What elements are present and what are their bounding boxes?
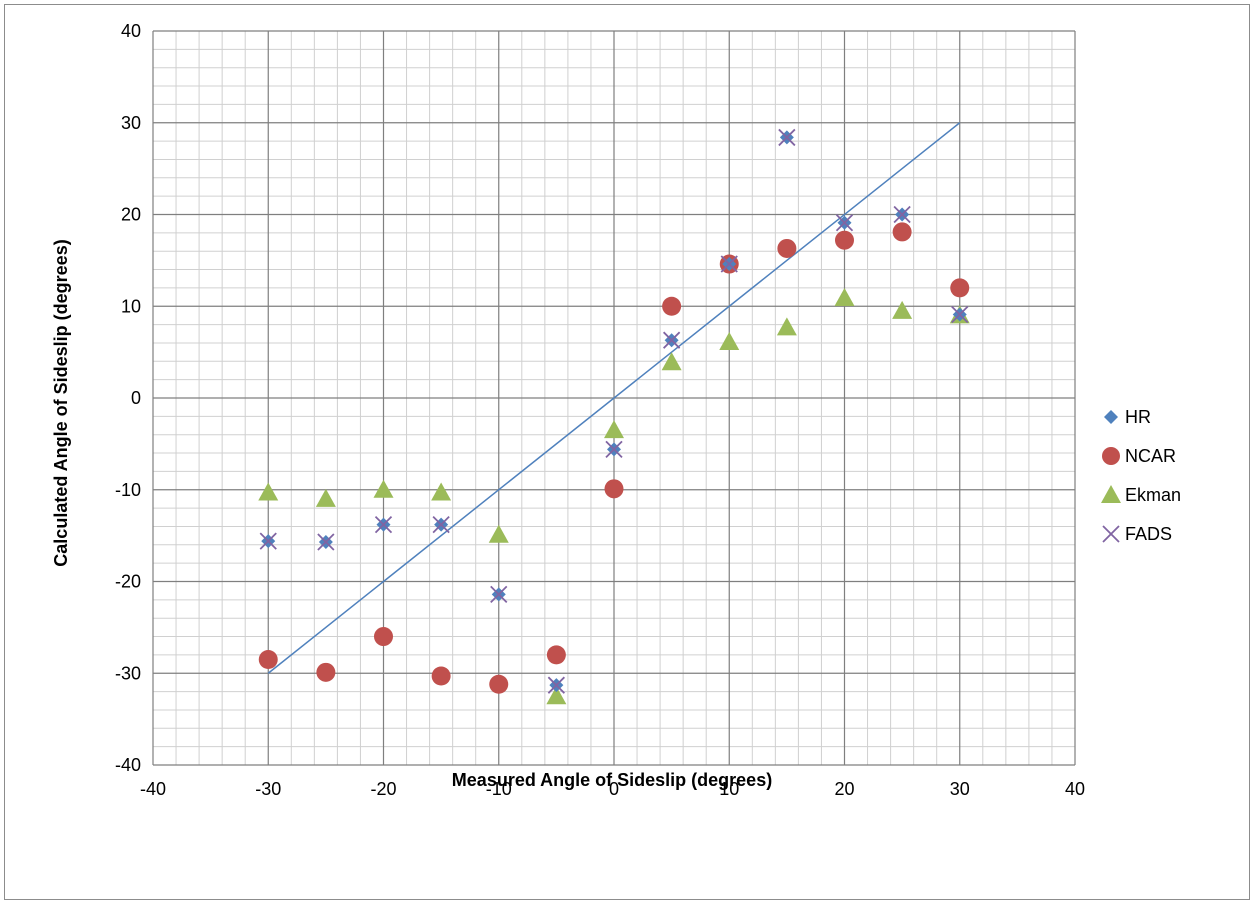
data-point-ekman — [431, 482, 452, 501]
series-ncar — [258, 222, 970, 694]
y-tick-label: 0 — [131, 388, 141, 408]
legend-label: FADS — [1125, 524, 1172, 544]
y-tick-labels: -40 -30 -20 -10 0 10 20 30 40 — [115, 21, 141, 775]
data-point-fads — [662, 331, 681, 349]
x-axis-title: Measured Angle of Sideslip (degrees) — [452, 770, 772, 790]
x-stroke — [374, 515, 393, 534]
data-point-ncar — [546, 645, 566, 665]
data-point-ncar — [431, 666, 451, 686]
x-tick-label: -30 — [255, 779, 281, 799]
y-tick-label: -30 — [115, 663, 141, 683]
data-point-fads — [432, 515, 450, 534]
data-point-ekman — [258, 482, 279, 501]
x-stroke — [835, 214, 854, 232]
data-point-ekman — [892, 300, 913, 319]
y-axis-title: Calculated Angle of Sideslip (degrees) — [51, 239, 71, 566]
x-stroke — [547, 676, 566, 694]
x-stroke — [432, 515, 450, 534]
x-stroke — [317, 533, 335, 551]
x-stroke — [259, 532, 277, 550]
legend-marker-hr — [1104, 410, 1118, 424]
legend-marker-ekman — [1101, 485, 1121, 503]
legend-marker-fads — [1102, 525, 1120, 543]
series-ekman — [258, 287, 970, 705]
data-point-ekman — [546, 686, 567, 705]
data-point-ekman — [719, 332, 740, 351]
data-point-fads — [259, 532, 277, 550]
data-point-ekman — [661, 352, 682, 371]
x-tick-label: 20 — [834, 779, 854, 799]
legend-item-ncar: NCAR — [1102, 446, 1176, 466]
scatter-chart: -40 -30 -20 -10 0 10 20 30 40 -40 -30 -20 -10 0 10 20 3… — [51, 21, 1181, 799]
legend-label: HR — [1125, 407, 1151, 427]
data-point-ncar — [316, 662, 336, 682]
x-stroke — [490, 585, 508, 603]
x-tick-label: 10 — [719, 779, 739, 799]
x-stroke — [893, 205, 911, 224]
data-point-ncar — [777, 238, 797, 258]
legend: HR NCAR Ekman FADS — [1101, 407, 1181, 544]
data-point-ekman — [315, 488, 336, 507]
x-tick-labels: -40 -30 -20 -10 0 10 20 30 40 — [140, 779, 1085, 799]
data-point-ncar — [662, 296, 682, 316]
y-tick-label: -20 — [115, 572, 141, 592]
data-point-fads — [374, 515, 393, 534]
data-point-ekman — [604, 420, 624, 439]
legend-label: NCAR — [1125, 446, 1176, 466]
major-gridlines — [152, 30, 1076, 766]
reference-line-layer — [267, 122, 961, 674]
data-point-ekman — [776, 317, 797, 336]
data-point-ncar — [835, 230, 854, 250]
x-tick-label: -40 — [140, 779, 166, 799]
x-tick-label: -20 — [370, 779, 396, 799]
data-point-ekman — [834, 287, 855, 306]
data-point-ncar — [258, 649, 278, 669]
y-tick-label: -40 — [115, 755, 141, 775]
data-point-fads — [951, 305, 969, 324]
data-point-fads — [720, 255, 738, 273]
x-tick-label: 30 — [950, 779, 970, 799]
data-point-fads — [605, 440, 623, 459]
y-tick-label: 40 — [121, 21, 141, 41]
legend-marker-ncar — [1102, 447, 1120, 465]
x-stroke — [778, 128, 796, 147]
x-tick-label: -10 — [486, 779, 512, 799]
y-tick-label: 30 — [121, 113, 141, 133]
reference-line — [267, 122, 961, 674]
data-point-ncar — [892, 222, 912, 242]
data-point-fads — [893, 205, 911, 224]
data-point-fads — [835, 214, 854, 232]
data-point-ncar — [489, 674, 509, 694]
series-layer — [258, 128, 970, 705]
x-stroke — [720, 255, 738, 273]
y-tick-label: -10 — [115, 480, 141, 500]
data-point-fads — [778, 128, 796, 147]
data-point-ncar — [374, 627, 393, 647]
legend-item-fads: FADS — [1102, 524, 1172, 544]
legend-item-hr: HR — [1104, 407, 1151, 427]
x-stroke — [662, 331, 681, 349]
data-point-fads — [547, 676, 566, 694]
data-point-ekman — [373, 479, 394, 498]
chart-area: -40 -30 -20 -10 0 10 20 30 40 -40 -30 -20 -10 0 10 20 3… — [4, 4, 1250, 900]
x-tick-label: 40 — [1065, 779, 1085, 799]
x-stroke — [1102, 525, 1120, 543]
legend-item-ekman: Ekman — [1101, 485, 1181, 505]
y-tick-label: 10 — [121, 296, 141, 316]
series-fads — [259, 128, 969, 694]
y-tick-label: 20 — [121, 205, 141, 225]
data-point-fads — [490, 585, 508, 603]
data-point-fads — [317, 533, 335, 551]
data-point-ncar — [604, 479, 624, 499]
x-stroke — [951, 305, 969, 324]
x-tick-label: 0 — [609, 779, 619, 799]
data-point-ncar — [950, 278, 970, 298]
legend-label: Ekman — [1125, 485, 1181, 505]
data-point-ekman — [488, 524, 509, 543]
x-stroke — [605, 440, 623, 459]
